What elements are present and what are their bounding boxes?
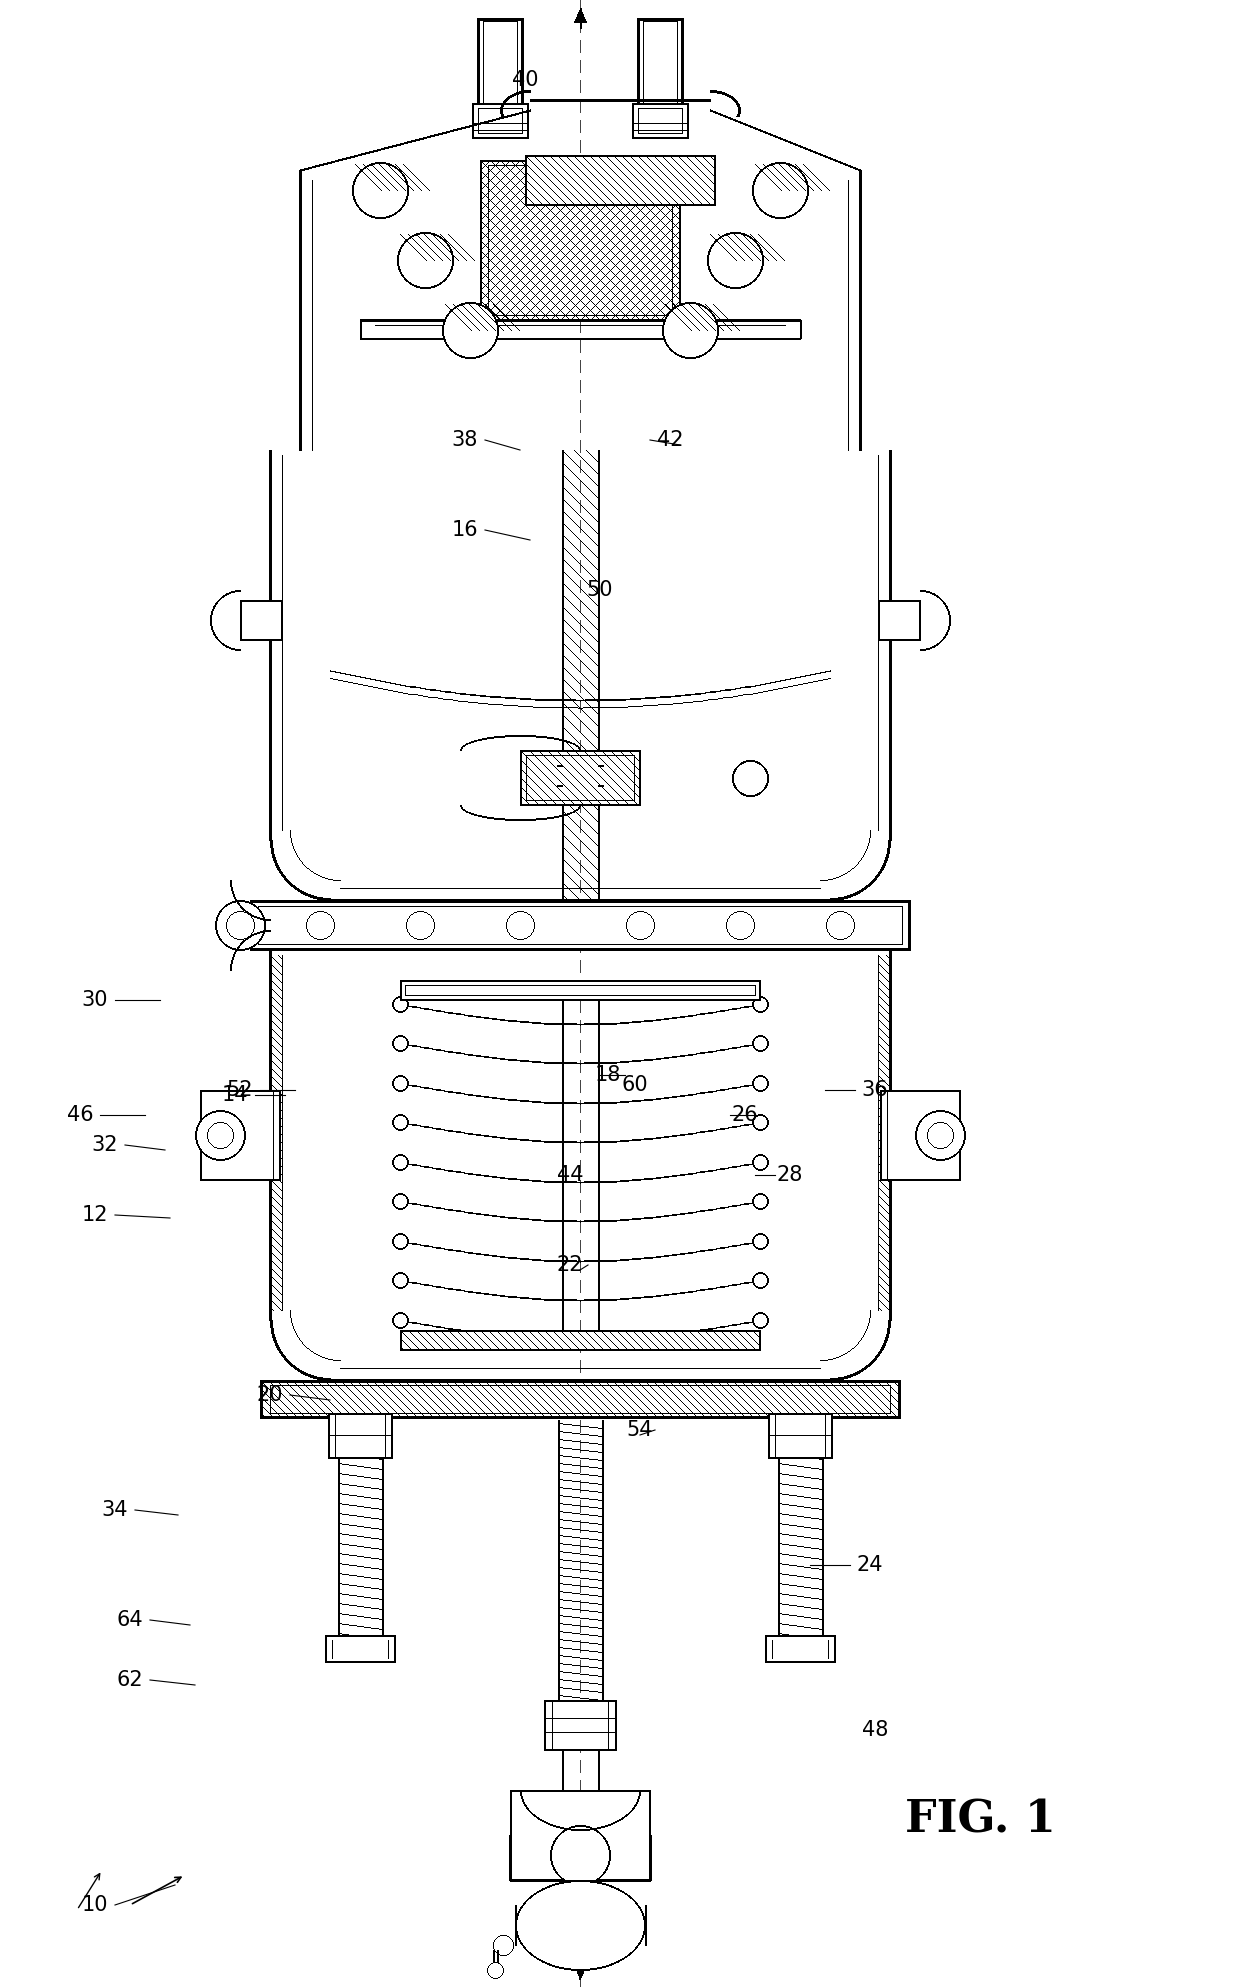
Text: 18: 18 — [595, 1065, 621, 1085]
Text: 14: 14 — [222, 1085, 248, 1105]
Text: 52: 52 — [227, 1081, 253, 1101]
Text: 48: 48 — [862, 1721, 888, 1741]
Text: 30: 30 — [82, 990, 108, 1009]
Text: 50: 50 — [587, 580, 614, 600]
Text: 54: 54 — [626, 1421, 653, 1441]
Text: 62: 62 — [117, 1669, 144, 1691]
Text: 46: 46 — [67, 1105, 93, 1125]
Text: 60: 60 — [621, 1075, 649, 1095]
Text: 38: 38 — [451, 429, 479, 449]
Text: 28: 28 — [776, 1164, 804, 1184]
Text: FIG. 1: FIG. 1 — [905, 1798, 1055, 1842]
Text: 20: 20 — [257, 1385, 283, 1405]
Text: 22: 22 — [557, 1256, 583, 1276]
Text: 32: 32 — [92, 1135, 118, 1154]
Text: 34: 34 — [102, 1500, 128, 1520]
Text: 36: 36 — [862, 1081, 888, 1101]
Text: 10: 10 — [82, 1896, 108, 1915]
Text: 16: 16 — [451, 521, 479, 540]
Text: 24: 24 — [857, 1556, 883, 1576]
Text: 44: 44 — [557, 1164, 583, 1184]
Text: 40: 40 — [512, 70, 538, 89]
Text: 26: 26 — [732, 1105, 759, 1125]
Text: 42: 42 — [657, 429, 683, 449]
Text: 64: 64 — [117, 1609, 144, 1629]
Text: 12: 12 — [82, 1204, 108, 1226]
